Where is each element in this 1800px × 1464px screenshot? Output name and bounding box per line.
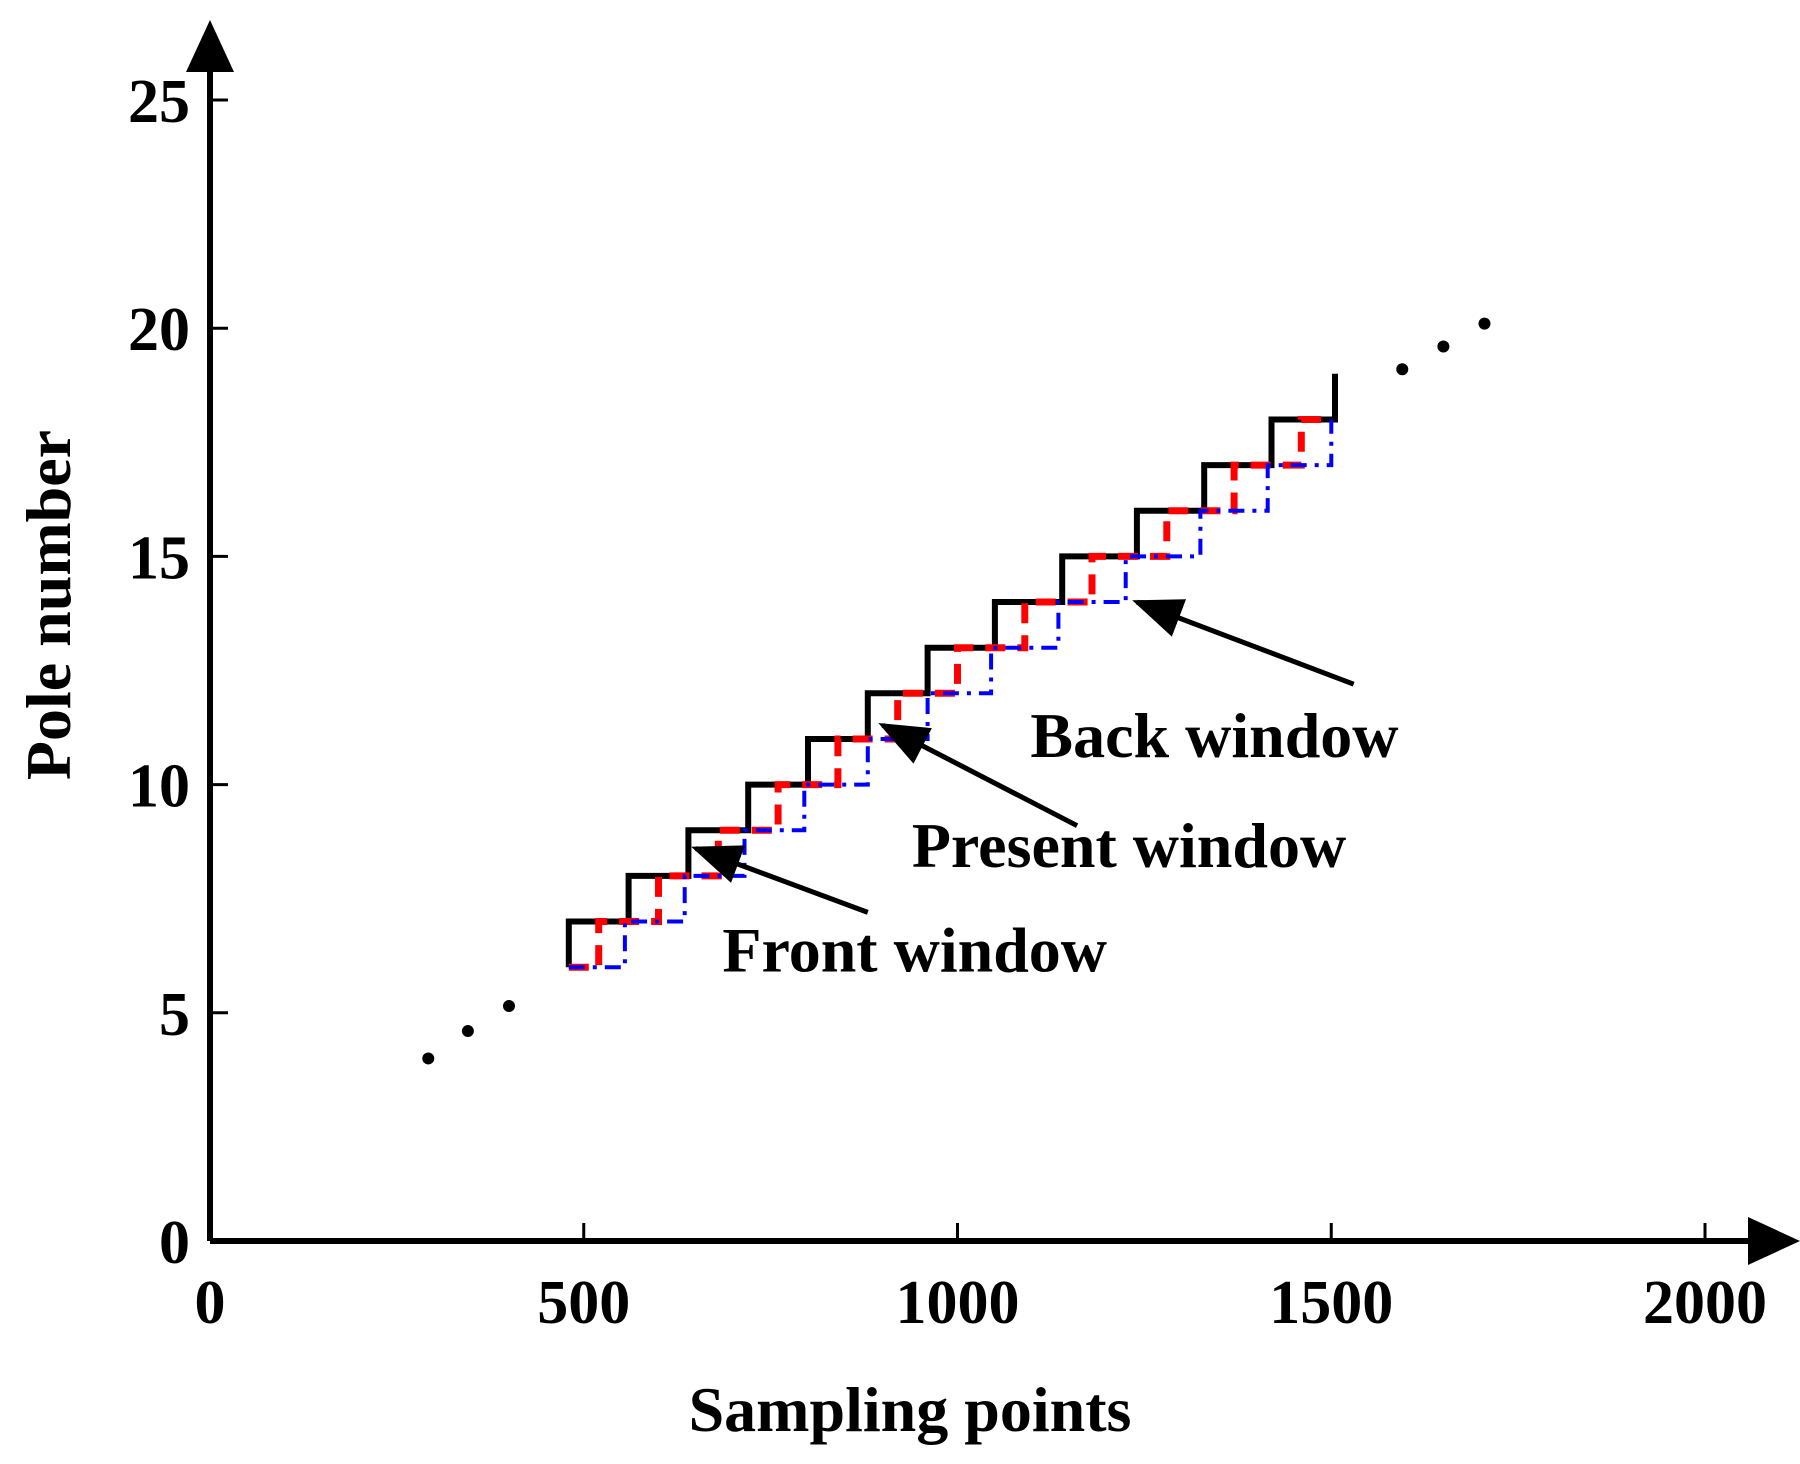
y-tick-label: 0 [159, 1209, 190, 1277]
y-axis-label: Pole number [13, 430, 84, 780]
series-layer [565, 373, 1338, 971]
x-tick-label: 0 [195, 1269, 226, 1337]
ellipsis-dot [461, 1025, 474, 1038]
annotation-label-3: Back window [1030, 700, 1398, 771]
x-tick-label: 500 [537, 1269, 630, 1337]
series-line-3 [568, 419, 1334, 970]
ellipsis-dot [503, 999, 515, 1012]
x-axis-label: Sampling points [689, 1374, 1132, 1445]
annotations: Front window Present window Back window [691, 599, 1399, 986]
y-axis-arrow-icon [186, 20, 234, 72]
x-tick-label: 1500 [1269, 1269, 1393, 1337]
ellipsis-dot [1437, 340, 1450, 353]
y-tick-label: 10 [128, 753, 190, 821]
y-tick-label: 25 [128, 68, 190, 136]
x-tick-label: 1000 [896, 1269, 1020, 1337]
y-tick-label: 20 [128, 296, 190, 364]
ellipsis-dot [1396, 363, 1409, 376]
annotation-arrow-2 [878, 722, 1079, 828]
y-tick-label: 15 [128, 524, 190, 592]
axes: 0 500 1000 1500 2000 0 5 10 15 20 25 [128, 20, 1800, 1337]
annotation-label-1: Front window [722, 915, 1107, 986]
ellipsis-dot [422, 1052, 435, 1065]
x-tick-label: 2000 [1643, 1269, 1767, 1337]
annotation-label-2: Present window [912, 810, 1346, 881]
annotation-arrow-3 [1132, 599, 1355, 687]
x-axis-arrow-icon [1748, 1217, 1800, 1265]
ellipsis-dot [1478, 317, 1491, 330]
continuation-dots [422, 317, 1491, 1065]
annotation-arrow-1 [691, 845, 869, 915]
y-tick-label: 5 [159, 981, 190, 1049]
series-line-1 [565, 373, 1338, 968]
